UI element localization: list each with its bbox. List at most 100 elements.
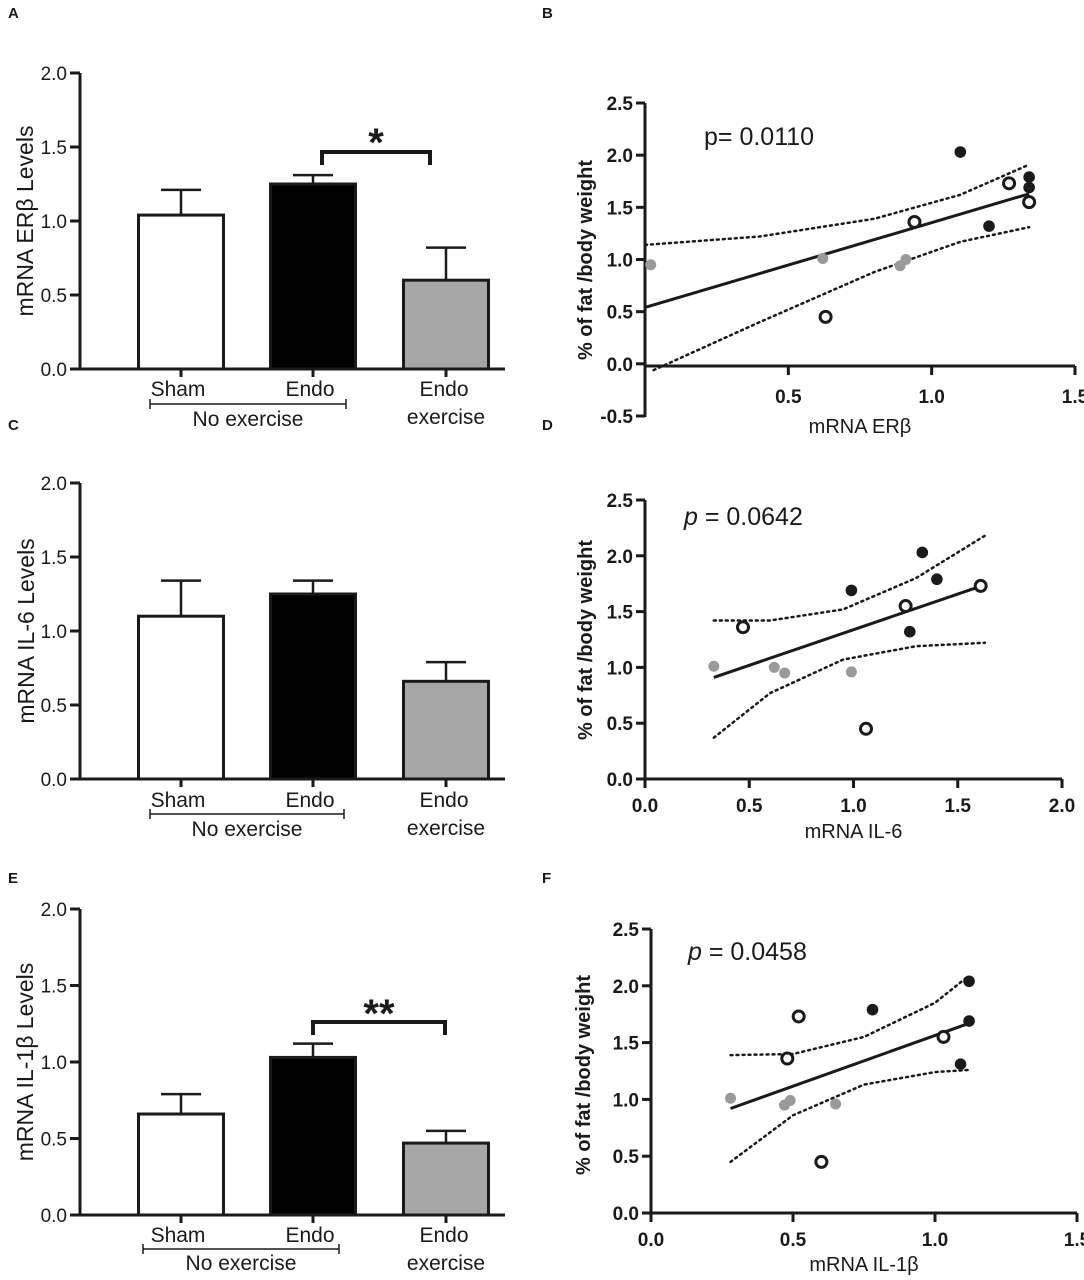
bar-sham bbox=[137, 614, 225, 781]
bar-endo bbox=[269, 592, 357, 781]
category-label: Endo bbox=[285, 378, 334, 401]
y-tick-label: 1.0 bbox=[613, 1090, 639, 1111]
p-symbol: p bbox=[683, 503, 698, 531]
data-point-exercise bbox=[830, 1098, 842, 1110]
panel-letter: B bbox=[542, 5, 553, 22]
x-tick-label: 1.5 bbox=[1064, 1230, 1084, 1251]
x-tick-label: 1.0 bbox=[918, 387, 944, 408]
y-tick-label: 0.5 bbox=[613, 1147, 640, 1168]
y-tick-label: 0.5 bbox=[41, 286, 67, 307]
group-label: No exercise bbox=[186, 1252, 297, 1275]
y-tick-label: 0.0 bbox=[613, 1204, 639, 1225]
y-tick-label: 1.5 bbox=[41, 138, 67, 159]
data-point-sham bbox=[936, 1029, 951, 1044]
p-value: 0.0110 bbox=[739, 123, 814, 151]
data-point-exercise bbox=[768, 661, 780, 673]
data-point-sham bbox=[907, 214, 922, 229]
scatter-chart-panel-f: F % of fat /body weight mRNA IL-1β 0.0 0.5 1.… bbox=[542, 870, 1084, 1276]
y-tick-label: 1.5 bbox=[607, 198, 634, 219]
y-axis-label: % of fat /body weight bbox=[573, 975, 595, 1175]
group-label: No exercise bbox=[192, 818, 303, 841]
p-value-annotation: p = 0.0642 bbox=[683, 503, 803, 531]
y-tick-label: 2.0 bbox=[41, 64, 67, 85]
bar-exercise bbox=[402, 278, 490, 371]
p-symbol: p= bbox=[704, 123, 739, 151]
data-point-endo bbox=[916, 546, 929, 559]
y-tick-label: 2.0 bbox=[613, 977, 639, 998]
data-point-endo bbox=[931, 573, 943, 586]
category-label: Endo bbox=[419, 378, 468, 401]
significance-bracket bbox=[311, 1020, 447, 1035]
data-point-endo bbox=[1023, 181, 1035, 194]
data-point-endo bbox=[1023, 171, 1035, 183]
x-tick-label: 0.0 bbox=[632, 796, 658, 817]
confidence-band-lower bbox=[712, 641, 987, 739]
x-tick-label: 1.0 bbox=[922, 1230, 948, 1251]
scatter-chart-panel-d: D % of fat /body weight mRNA IL-6 0.0 0.5 1.0… bbox=[542, 417, 1075, 843]
confidence-band-upper bbox=[729, 974, 971, 1057]
y-tick-label: 2.5 bbox=[607, 491, 634, 512]
y-tick-label: 1.0 bbox=[41, 622, 67, 643]
bar-sham bbox=[137, 213, 225, 371]
bar-endo bbox=[269, 1055, 357, 1217]
data-point-sham bbox=[735, 620, 750, 635]
data-point-sham bbox=[898, 599, 913, 614]
x-tick-label: 0.0 bbox=[638, 1230, 664, 1251]
y-tick-label: 2.5 bbox=[607, 94, 634, 115]
y-tick-label: 0.0 bbox=[41, 360, 67, 381]
data-point-endo bbox=[903, 625, 916, 638]
category-label-line2: exercise bbox=[407, 817, 485, 840]
y-axis-label: % of fat /body weight bbox=[575, 160, 597, 360]
y-tick-label: 2.5 bbox=[613, 920, 640, 941]
category-label: Endo bbox=[419, 1224, 468, 1247]
category-label: Sham bbox=[151, 1224, 206, 1247]
confidence-band-upper bbox=[643, 163, 1031, 247]
y-tick-label: 2.0 bbox=[41, 900, 67, 921]
x-tick-label: 0.5 bbox=[736, 796, 763, 817]
y-tick-label: 2.0 bbox=[607, 547, 633, 568]
data-point-sham bbox=[791, 1009, 806, 1024]
bar-exercise bbox=[402, 679, 490, 781]
confidence-band-upper bbox=[712, 534, 987, 622]
category-label: Sham bbox=[151, 378, 206, 401]
y-tick-label: 0.5 bbox=[41, 696, 67, 717]
significance-bracket bbox=[320, 150, 432, 165]
bar-sham bbox=[137, 1112, 225, 1217]
panel-letter: F bbox=[542, 870, 551, 887]
y-tick-label: -0.5 bbox=[600, 407, 633, 428]
bar-endo bbox=[269, 182, 357, 371]
y-tick-label: 1.0 bbox=[41, 212, 67, 233]
p-value-annotation: p = 0.0458 bbox=[687, 938, 807, 966]
data-point-sham bbox=[1022, 195, 1037, 210]
data-point-sham bbox=[814, 1154, 829, 1169]
data-point-exercise bbox=[900, 254, 912, 265]
group-label: No exercise bbox=[193, 408, 304, 431]
data-point-endo bbox=[963, 975, 975, 988]
y-tick-label: 0.5 bbox=[41, 1130, 67, 1151]
y-tick-label: 0.0 bbox=[41, 1206, 67, 1227]
bar-exercise bbox=[402, 1141, 490, 1217]
data-point-sham bbox=[818, 309, 833, 324]
y-axis-label: mRNA IL-6 Levels bbox=[13, 538, 39, 723]
y-tick-label: 1.0 bbox=[41, 1053, 67, 1074]
y-tick-label: 0.5 bbox=[607, 714, 634, 735]
y-tick-label: 1.0 bbox=[607, 251, 633, 272]
x-tick-label: 2.0 bbox=[1049, 796, 1075, 817]
confidence-band-lower bbox=[652, 225, 1031, 372]
data-point-endo bbox=[954, 1058, 967, 1070]
regression-line bbox=[713, 583, 986, 679]
x-tick-label: 0.5 bbox=[780, 1230, 807, 1251]
p-symbol: p bbox=[687, 938, 702, 966]
category-label: Sham bbox=[151, 789, 206, 812]
x-tick-label: 1.5 bbox=[945, 796, 972, 817]
x-axis-label: mRNA IL-1β bbox=[809, 1254, 918, 1276]
confidence-band-lower bbox=[729, 1068, 971, 1164]
data-point-sham bbox=[1002, 176, 1017, 191]
category-label: Endo bbox=[285, 1224, 334, 1247]
y-tick-label: 1.0 bbox=[607, 658, 633, 679]
significance-marker: * bbox=[368, 121, 384, 165]
